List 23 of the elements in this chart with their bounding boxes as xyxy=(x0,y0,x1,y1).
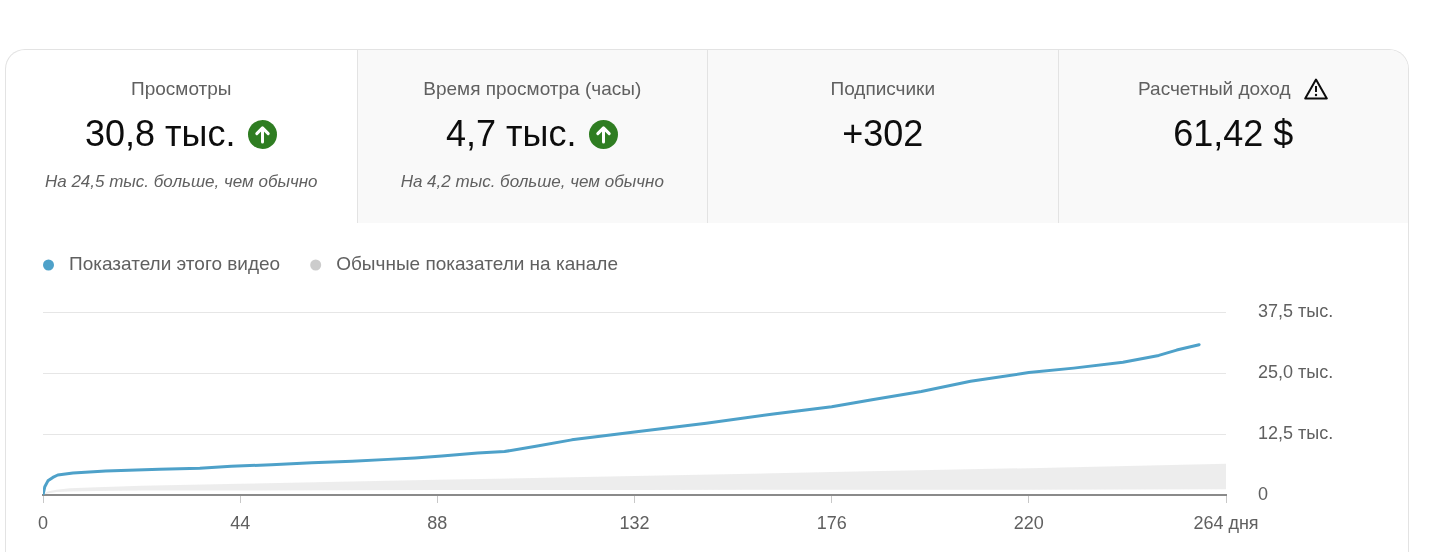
text: На 4,2 тыс. больше, чем обычно xyxy=(400,172,664,192)
x-tick-label: 220 xyxy=(1013,512,1044,533)
text: Просмотры xyxy=(131,78,232,100)
y-tick-label: 0 xyxy=(1258,483,1269,504)
text: +302 xyxy=(842,113,924,155)
y-tick-label: 12,5 тыс. xyxy=(1258,422,1334,443)
text: Расчетный доход xyxy=(1138,78,1291,100)
x-tick-label: 88 xyxy=(427,512,448,533)
text: 4,7 тыс. xyxy=(446,113,577,155)
x-tick-label: 0 xyxy=(37,512,49,533)
text: На 24,5 тыс. больше, чем обычно xyxy=(44,172,318,192)
text: 61,42 $ xyxy=(1173,113,1294,155)
legend-label: Показатели этого видео xyxy=(69,253,281,275)
x-tick-label: 176 xyxy=(816,512,847,533)
y-tick-label: 37,5 тыс. xyxy=(1258,300,1334,321)
x-tick-label: 44 xyxy=(230,512,251,533)
x-tick-label: 264 дня xyxy=(1193,512,1259,533)
text: Время просмотра (часы) xyxy=(423,78,642,100)
legend-label: Обычные показатели на канале xyxy=(336,253,618,275)
text: Подписчики xyxy=(830,78,936,100)
x-tick-label: 132 xyxy=(619,512,650,533)
text: 30,8 тыс. xyxy=(85,113,236,155)
y-tick-label: 25,0 тыс. xyxy=(1258,361,1334,382)
